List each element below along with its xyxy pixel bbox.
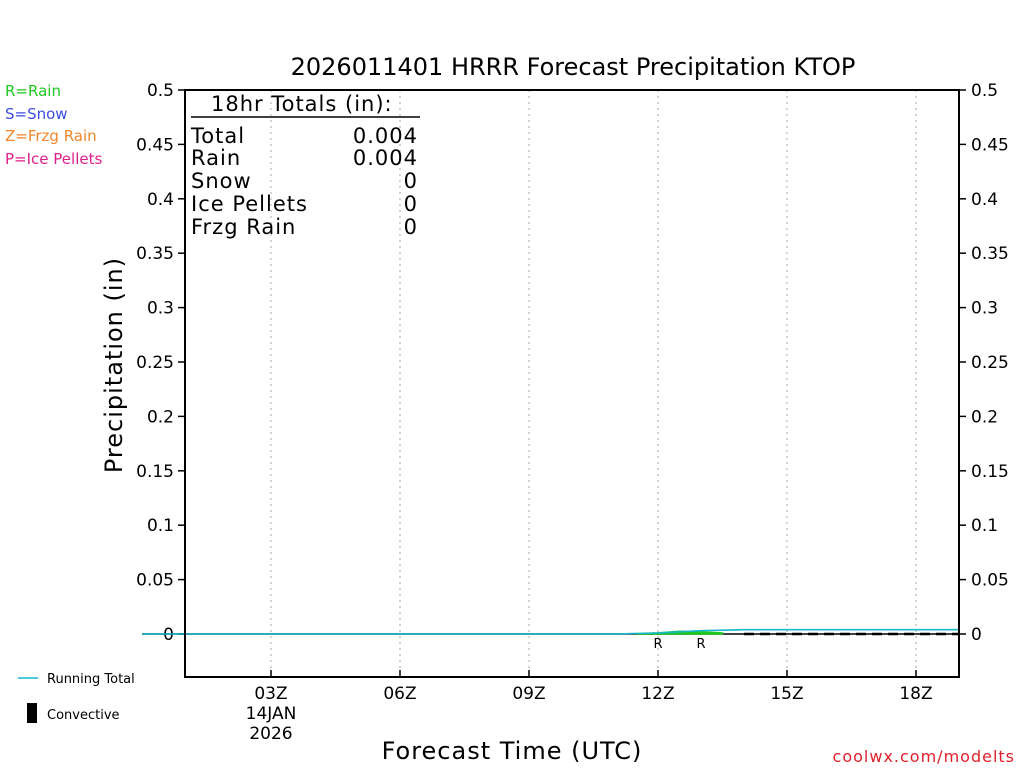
y-tick-label-right: 0.5 [971,81,998,101]
y-tick-label-left: 0.4 [147,190,174,210]
y-tick-label-left: 0.25 [136,353,174,373]
y-axis-left: 0 0.05 0.1 0.15 0.2 0.25 0.3 0.35 0.4 0.45 0.5 [136,81,185,645]
y-tick-label-left: 0 [163,625,174,645]
totals-heading: 18hr Totals (in): [211,92,393,116]
credit-text: coolwx.com/modelts [833,747,1015,766]
y-tick-label-right: 0 [971,625,982,645]
y-tick-label-left: 0.15 [136,462,174,482]
totals-label-total: Total [190,124,245,148]
totals-box: 18hr Totals (in): Total 0.004 Rain 0.004… [190,92,420,239]
y-axis-label: Precipitation (in) [100,257,128,473]
x-tick-date: 14JAN [246,704,297,724]
running-total-label: Running Total [47,672,135,687]
y-tick-label-left: 0.45 [136,135,174,155]
x-tick-label: 09Z [512,684,545,704]
x-tick-label: 18Z [899,684,932,704]
y-tick-label-left: 0.35 [136,244,174,264]
y-tick-label-left: 0.5 [147,81,174,101]
precip-type-legend: R=Rain S=Snow Z=Frzg Rain P=Ice Pellets [5,82,102,168]
totals-value-ice-pellets: 0 [404,192,418,216]
totals-label-ice-pellets: Ice Pellets [191,192,308,216]
x-tick-label: 06Z [383,684,416,704]
x-tick-label: 03Z [254,684,287,704]
x-tick-year: 2026 [249,724,292,744]
y-tick-label-left: 0.3 [147,299,174,319]
precip-type-marker: R [696,637,705,652]
totals-value-snow: 0 [404,169,418,193]
y-tick-label-right: 0.2 [971,407,998,427]
chart-title: 2026011401 HRRR Forecast Precipitation K… [291,53,856,81]
legend-ice-pellets: P=Ice Pellets [5,150,102,168]
legend-frzg-rain: Z=Frzg Rain [5,127,97,145]
y-tick-label-right: 0.25 [971,353,1009,373]
y-tick-label-left: 0.05 [136,571,174,591]
convective-swatch [27,703,37,723]
y-tick-label-right: 0.45 [971,135,1009,155]
legend-rain: R=Rain [5,82,61,100]
totals-value-rain: 0.004 [353,146,418,170]
y-tick-label-right: 0.1 [971,516,998,536]
convective-label: Convective [47,708,120,723]
y-tick-label-right: 0.35 [971,244,1009,264]
x-axis-label: Forecast Time (UTC) [382,737,643,765]
y-tick-label-left: 0.1 [147,516,174,536]
legend-snow: S=Snow [5,105,68,123]
y-tick-label-right: 0.4 [971,190,998,210]
running-total-series [142,628,959,635]
totals-value-total: 0.004 [353,124,418,148]
y-tick-label-right: 0.05 [971,571,1009,591]
totals-label-frzg-rain: Frzg Rain [191,215,296,239]
y-tick-label-right: 0.3 [971,299,998,319]
precip-type-marker: R [653,637,662,652]
x-gridlines [270,90,917,677]
series-layer [142,628,959,636]
totals-value-frzg-rain: 0 [404,215,418,239]
x-tick-label: 15Z [770,684,803,704]
y-axis-right: 0 0.05 0.1 0.15 0.2 0.25 0.3 0.35 0.4 0.45 0.5 [959,81,1009,645]
bottom-legend: Running Total Convective [18,672,135,723]
y-tick-label-left: 0.2 [147,407,174,427]
y-tick-label-right: 0.15 [971,462,1009,482]
totals-label-snow: Snow [191,169,252,193]
totals-label-rain: Rain [191,146,241,170]
plot-frame [184,89,960,678]
x-tick-label: 12Z [641,684,674,704]
